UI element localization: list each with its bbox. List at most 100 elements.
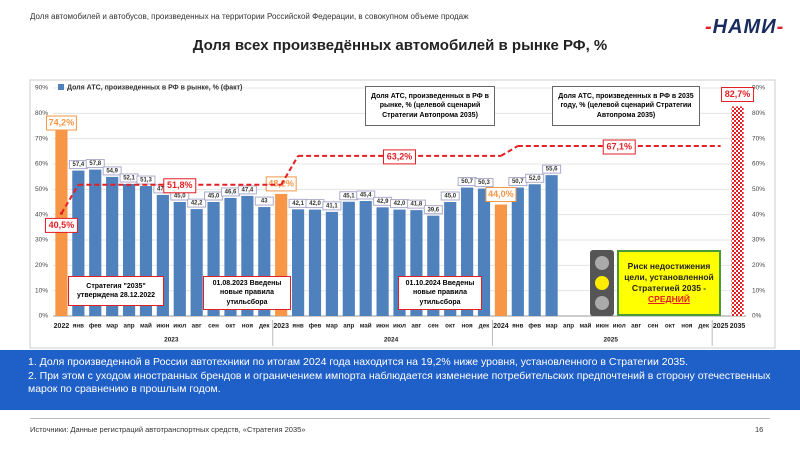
value-label: 55,6	[546, 167, 558, 173]
bar	[292, 209, 305, 316]
value-label: 74,2%	[49, 117, 75, 127]
value-label: 52,0	[529, 176, 541, 182]
value-label: 42,0	[394, 201, 406, 207]
x-tick-label: фев	[309, 323, 322, 330]
value-label-bg	[237, 185, 257, 195]
annotation: Доля АТС, произведенных в РФ в 2035 году…	[552, 86, 700, 126]
x-tick-label: янв	[512, 323, 523, 330]
x-tick-label: апр	[343, 323, 354, 330]
x-tick-label: 2025	[713, 323, 729, 330]
target-bar	[731, 106, 744, 316]
target-connector	[280, 155, 299, 186]
conclusion: 2. При этом с уходом иностранных брендов…	[28, 369, 771, 396]
chart-title: Доля всех произведённых автомобилей в ры…	[192, 37, 608, 54]
value-label-bg	[85, 159, 105, 169]
y-tick-label: 0%	[39, 313, 49, 320]
value-label-bg	[254, 196, 274, 206]
y-tick-label: 30%	[752, 237, 765, 244]
annotation: 01.10.2024 Введены новые правила утильсб…	[398, 276, 482, 310]
x-tick-label: ноя	[681, 323, 693, 330]
x-tick-label: мар	[546, 323, 558, 330]
x-tick-label: июл	[173, 323, 186, 330]
group-label: 2024	[384, 337, 399, 344]
y-tick-label: 0%	[752, 313, 762, 320]
x-tick-label: июн	[156, 323, 169, 330]
value-label-bg	[322, 201, 342, 211]
x-tick-label: дек	[479, 323, 490, 330]
x-tick-label: янв	[292, 323, 303, 330]
y-tick-label: 90%	[35, 85, 48, 92]
x-tick-label: авг	[192, 323, 202, 330]
y-tick-label: 60%	[35, 161, 48, 168]
y-tick-label: 80%	[752, 110, 765, 117]
value-label: 52,1	[123, 176, 135, 182]
value-label: 57,8	[89, 161, 101, 167]
x-tick-label: дек	[259, 323, 270, 330]
x-tick-label: май	[360, 322, 372, 330]
x-tick-label: 2023	[273, 323, 289, 330]
bar	[545, 175, 558, 316]
value-label-bg	[542, 164, 562, 174]
light	[595, 296, 609, 310]
x-tick-label: сен	[648, 323, 659, 330]
value-label-bg	[356, 190, 376, 200]
x-tick-label: фев	[89, 323, 102, 330]
bar	[528, 184, 541, 316]
traffic-light	[590, 250, 614, 316]
target-label-bg	[721, 86, 755, 102]
conclusions: 1. Доля произведенной в России автотехни…	[0, 350, 800, 410]
y-tick-label: 90%	[752, 85, 765, 92]
y-tick-label: 60%	[752, 161, 765, 168]
risk-box: Риск недостижения цели, установленной Ст…	[617, 250, 721, 316]
plot-frame	[29, 79, 776, 349]
value-label-bg	[440, 191, 460, 201]
y-tick-label: 10%	[35, 287, 48, 294]
conclusion: 1. Доля произведенной в России автотехни…	[28, 356, 689, 368]
y-tick-label: 40%	[35, 211, 48, 218]
bar	[494, 204, 507, 316]
value-label: 39,6	[427, 207, 439, 213]
footer-rule	[30, 418, 770, 419]
x-tick-label: 2035	[730, 323, 746, 330]
bar	[359, 200, 372, 316]
legend-swatch	[58, 84, 64, 90]
value-label: 57,4	[73, 162, 85, 168]
value-label: 54,9	[106, 168, 118, 174]
x-tick-label: 2024	[493, 323, 509, 330]
x-tick-label: сен	[208, 323, 219, 330]
x-tick-label: окт	[665, 323, 675, 330]
x-tick-label: авг	[631, 323, 641, 330]
value-label-bg	[423, 205, 443, 215]
x-tick-label: сен	[428, 323, 439, 330]
value-label-bg	[474, 178, 494, 188]
annotation: 01.08.2023 Введены новые правила утильсб…	[203, 276, 291, 310]
x-tick-label: апр	[123, 323, 134, 330]
bar	[173, 202, 186, 316]
value-label-bg	[406, 199, 426, 209]
target-label: 82,7%	[725, 89, 751, 99]
bar	[190, 209, 203, 316]
bar	[511, 187, 524, 316]
legend-label: Доля АТС, произведенных в РФ в рынке, % …	[67, 84, 242, 91]
target-label: 40,5%	[49, 220, 75, 230]
bar	[376, 207, 389, 316]
value-label: 41,8	[411, 202, 423, 208]
y-tick-label: 70%	[752, 135, 765, 142]
value-label: 50,3	[478, 180, 490, 186]
x-tick-label: июн	[376, 323, 389, 330]
value-label-bg	[525, 173, 545, 183]
x-tick-label: май	[140, 322, 152, 330]
x-tick-label: дек	[698, 323, 709, 330]
x-tick-label: июл	[393, 323, 406, 330]
value-label: 41,1	[326, 203, 338, 209]
group-label: 2025	[604, 337, 619, 344]
x-tick-label: июн	[596, 323, 609, 330]
value-label: 51,3	[140, 178, 152, 184]
y-tick-label: 70%	[35, 135, 48, 142]
x-tick-label: янв	[73, 323, 84, 330]
y-tick-label: 30%	[35, 237, 48, 244]
value-label: 45,0	[208, 194, 220, 200]
value-label: 50,7	[461, 179, 473, 185]
bar	[342, 201, 355, 316]
